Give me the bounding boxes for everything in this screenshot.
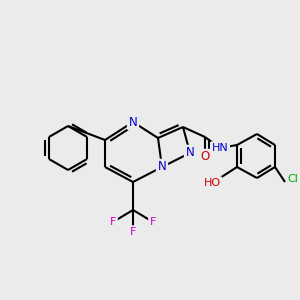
Text: HN: HN — [212, 143, 228, 153]
Text: HO: HO — [203, 178, 220, 188]
Text: F: F — [130, 227, 136, 237]
Text: F: F — [110, 217, 116, 227]
Text: N: N — [129, 116, 137, 128]
Text: F: F — [150, 217, 156, 227]
Text: O: O — [200, 151, 210, 164]
Text: Cl: Cl — [288, 174, 298, 184]
Text: N: N — [186, 146, 194, 160]
Text: N: N — [158, 160, 166, 173]
